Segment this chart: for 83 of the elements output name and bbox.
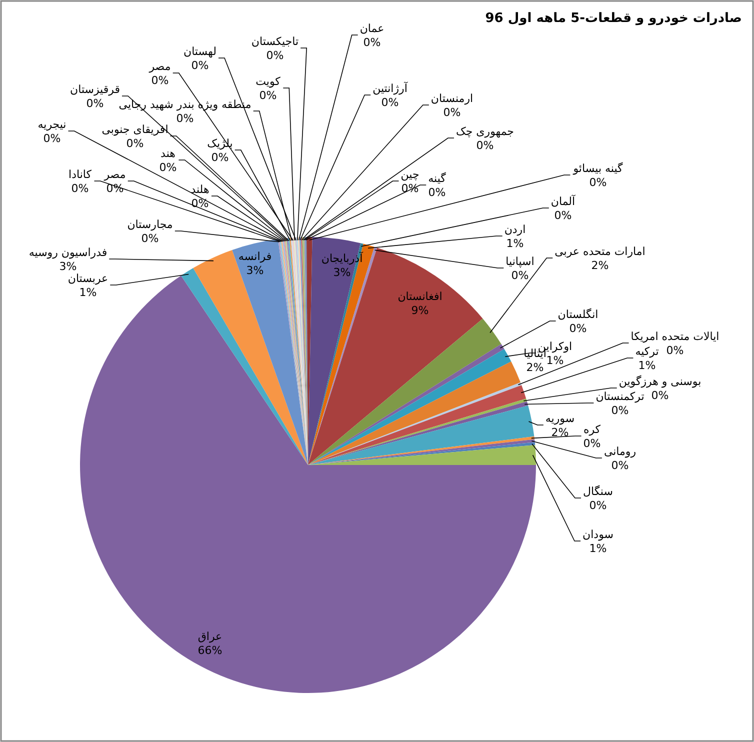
slice-label: انگلستان <box>558 308 598 321</box>
slice-label: فرانسه <box>238 250 272 263</box>
slice-label: لهستان <box>184 45 216 58</box>
data-label: 0% <box>569 322 587 335</box>
data-label: 0% <box>583 437 601 450</box>
slice-label: ترکیه <box>635 345 659 358</box>
data-label: 0% <box>176 112 194 125</box>
pie-slice <box>308 318 502 465</box>
slice-label: کانادا <box>68 168 92 181</box>
data-label: 0% <box>159 161 177 174</box>
data-label: 0% <box>363 36 381 49</box>
data-label: 0% <box>43 132 61 145</box>
data-label: 0% <box>443 106 461 119</box>
data-label: 0% <box>666 344 684 357</box>
slice-label: نیجریه <box>38 118 66 131</box>
slice-label: گینه <box>428 172 447 185</box>
data-label: 2% <box>591 259 609 272</box>
slice-label: عمان <box>360 22 384 35</box>
data-label: 0% <box>589 176 607 189</box>
data-label: 66% <box>198 644 222 657</box>
data-label: 0% <box>141 232 159 245</box>
slice-label: هند <box>160 147 176 160</box>
slice-label: کویت <box>256 75 282 88</box>
slice-label: آرژانتین <box>372 81 408 95</box>
slice-label: امارات متحده عربی <box>554 245 646 258</box>
slice-label: چین <box>400 168 420 181</box>
slice-label: فدراسیون روسیه <box>28 246 108 259</box>
data-label: 0% <box>191 59 209 72</box>
data-label: 0% <box>266 49 284 62</box>
data-label: 0% <box>428 186 446 199</box>
slice-label: گینه بیسائو <box>572 162 624 175</box>
slice-label: ارمنستان <box>430 92 474 105</box>
slice-label: آلمان <box>550 194 576 208</box>
data-label: 1% <box>506 237 524 250</box>
slice-label: ایالات متحده امریکا <box>630 330 720 343</box>
chart-title: صادرات خودرو و قطعات-5 ماهه اول 96 <box>485 11 742 26</box>
slice-label: سودان <box>582 528 614 541</box>
slice-label: اسپانیا <box>506 255 534 268</box>
data-label: 0% <box>191 197 209 210</box>
data-label: 0% <box>151 74 169 87</box>
slice-label: مصر <box>148 60 171 73</box>
slice-label: سنگال <box>583 485 613 498</box>
slice-label: کره <box>583 423 602 436</box>
data-label: 0% <box>381 96 399 109</box>
slice-label: عراق <box>198 630 222 643</box>
slice-label: جمهوری چک <box>456 125 514 138</box>
data-label: 0% <box>589 499 607 512</box>
data-label: 0% <box>126 137 144 150</box>
slice-label: هلند <box>190 183 210 196</box>
data-label: 0% <box>259 89 277 102</box>
data-label: 1% <box>79 286 97 299</box>
slice-label: افغانستان <box>398 290 442 303</box>
slice-label: عربستان <box>68 272 108 285</box>
data-label: 0% <box>71 182 89 195</box>
pie-slice <box>232 238 308 465</box>
data-label: 0% <box>611 404 629 417</box>
data-label: 1% <box>589 542 607 555</box>
slice-label: قرقیزستان <box>70 83 120 96</box>
data-label: 0% <box>611 459 629 472</box>
data-label: 2% <box>526 361 544 374</box>
data-label: 2% <box>551 426 569 439</box>
data-label: 9% <box>411 304 429 317</box>
data-label: 3% <box>246 264 264 277</box>
slice-label: تاجیکستان <box>251 35 299 48</box>
data-label: 0% <box>651 389 669 402</box>
slice-label: مجارستان <box>127 218 173 231</box>
slice-label: بوسنی و هرزگوین <box>618 375 702 388</box>
slice-label: مصر <box>103 168 126 181</box>
data-label: 1% <box>638 359 656 372</box>
data-label: 0% <box>476 139 494 152</box>
data-label: 0% <box>211 151 229 164</box>
pie-slice <box>193 250 308 465</box>
data-label: 0% <box>554 209 572 222</box>
data-label: 1% <box>546 354 564 367</box>
pie-slice <box>308 248 483 465</box>
slice-label: رومانی <box>604 445 636 458</box>
slice-label: ترکمنستان <box>596 390 644 403</box>
slice-label: سوریه <box>545 412 575 425</box>
data-label: 3% <box>333 266 351 279</box>
slice-label: اردن <box>504 223 526 236</box>
data-label: 0% <box>86 97 104 110</box>
data-label: 0% <box>511 269 529 282</box>
data-label: 3% <box>59 260 77 273</box>
